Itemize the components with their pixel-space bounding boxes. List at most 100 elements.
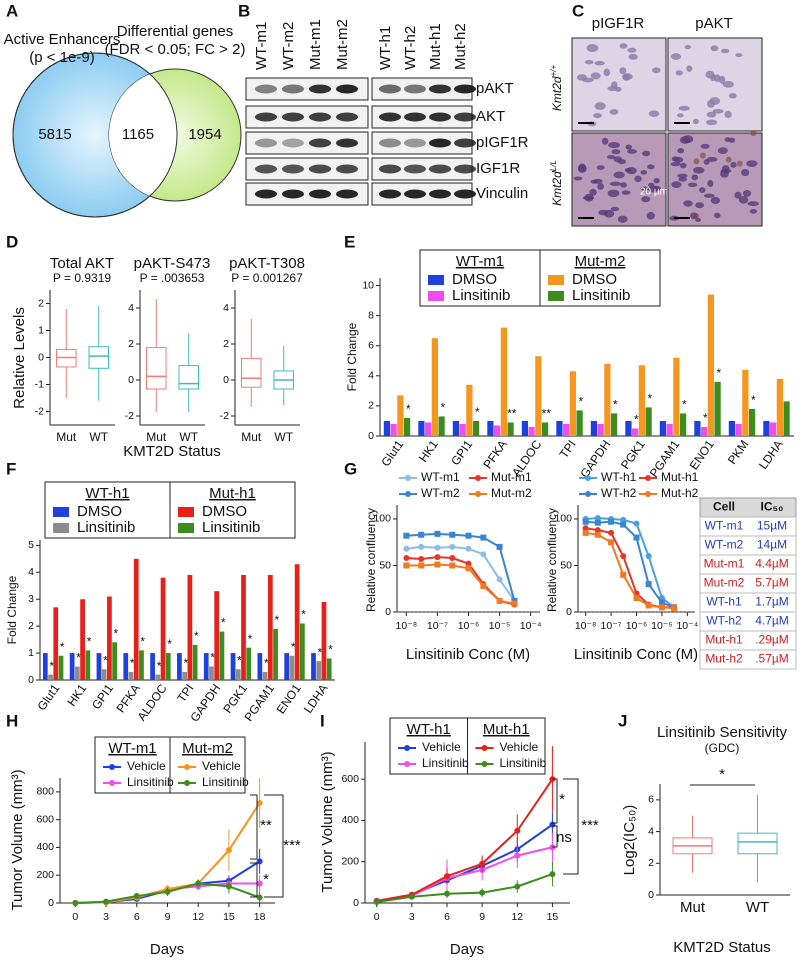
legend-label: DMSO xyxy=(572,271,617,288)
marker xyxy=(403,562,410,569)
blot-band xyxy=(282,84,304,94)
legend-swatch xyxy=(405,475,411,481)
panel-letter: B xyxy=(238,1,250,20)
y-tick-label: 0 xyxy=(38,351,44,363)
bar xyxy=(246,647,252,680)
nucleus xyxy=(601,137,609,145)
marker xyxy=(594,527,601,534)
significance: * xyxy=(751,393,756,407)
legend-label: DMSO xyxy=(202,503,247,520)
table-cell: WT-m1 xyxy=(705,519,744,533)
nucleus xyxy=(576,74,587,81)
x-tick-label: 10⁻⁷ xyxy=(601,620,622,632)
legend-swatch xyxy=(404,745,410,751)
bar xyxy=(507,422,514,436)
blot-band xyxy=(454,138,476,148)
x-tick-label: Glut1 xyxy=(378,437,406,469)
bar xyxy=(438,416,445,436)
marker xyxy=(608,529,615,536)
marker xyxy=(658,599,665,606)
nucleus xyxy=(705,70,715,79)
y-tick-label: -1 xyxy=(35,378,44,390)
y-tick-label: 600 xyxy=(36,813,54,825)
table-cell: WT-m2 xyxy=(705,538,744,552)
legend-swatch xyxy=(405,491,411,497)
x-tick-label: WT xyxy=(89,430,108,444)
y-tick-label: 8 xyxy=(368,309,374,321)
table-cell: 1.7µM xyxy=(755,595,789,609)
bar xyxy=(776,378,783,436)
nucleus xyxy=(742,189,752,197)
y-axis-label: Relative confluency xyxy=(545,508,559,612)
nucleus xyxy=(622,73,633,80)
marker xyxy=(449,531,456,538)
bar xyxy=(230,653,236,680)
bar xyxy=(214,591,220,680)
bar xyxy=(48,674,53,680)
marker xyxy=(434,530,441,537)
bar xyxy=(770,422,777,436)
nucleus xyxy=(624,167,632,173)
significance: * xyxy=(648,392,653,406)
bracket xyxy=(264,794,284,898)
bar xyxy=(735,423,742,436)
x-tick-label: Glut1 xyxy=(35,681,63,713)
blot-band xyxy=(404,189,426,199)
legend-group: WT-m1 xyxy=(108,740,156,757)
significance: * xyxy=(210,651,215,665)
y-axis-label: Relative Levels xyxy=(11,307,28,409)
bar xyxy=(219,631,225,680)
bar xyxy=(397,395,404,436)
bar xyxy=(783,401,790,436)
table-cell: Mut-h1 xyxy=(705,633,743,647)
series-line xyxy=(75,860,261,904)
significance: * xyxy=(264,656,269,670)
x-tick-label: 12 xyxy=(511,911,523,923)
bar xyxy=(267,575,273,680)
bar xyxy=(590,420,598,436)
ihc-column-label: pAKT xyxy=(695,15,733,32)
x-tick-label: 10⁻⁶ xyxy=(458,620,480,632)
nucleus xyxy=(620,182,627,188)
significance: * xyxy=(140,635,145,649)
bar xyxy=(390,423,397,436)
significance: *** xyxy=(581,817,599,834)
legend-swatch xyxy=(481,745,488,751)
blot-band xyxy=(336,138,358,148)
y-axis-label: Fold Change xyxy=(345,322,359,391)
nucleus xyxy=(621,190,631,195)
y-tick-label: 0 xyxy=(223,374,229,386)
y-tick-label: 6 xyxy=(368,339,374,351)
bar xyxy=(528,426,535,436)
bar xyxy=(500,327,507,436)
nucleus xyxy=(607,189,620,198)
lane-label: WT-m1 xyxy=(253,22,270,70)
table-cell: 4.4µM xyxy=(755,557,789,571)
nucleus xyxy=(749,209,758,214)
bar xyxy=(53,607,59,680)
x-axis-label: Linsitinib Conc (M) xyxy=(406,646,530,663)
legend-swatch xyxy=(53,507,69,517)
x-tick-label: Mut xyxy=(56,430,77,444)
nucleus xyxy=(653,177,660,184)
nucleus xyxy=(596,165,605,170)
y-tick-label: 2 xyxy=(648,857,654,869)
blot-band xyxy=(429,189,451,199)
marker xyxy=(434,554,441,561)
venn-count: 5815 xyxy=(38,126,71,143)
y-tick-label: 4 xyxy=(648,825,654,837)
bar xyxy=(284,653,290,680)
panel-letter: I xyxy=(320,711,325,730)
nucleus xyxy=(609,109,619,115)
bar xyxy=(203,653,209,680)
lane-label: Mut-h2 xyxy=(452,23,469,70)
legend-label: Mut-h1 xyxy=(661,470,699,484)
marker xyxy=(103,898,110,905)
marker xyxy=(418,531,425,538)
significance: * xyxy=(103,653,108,667)
significance: * xyxy=(291,640,296,654)
legend-label: DMSO xyxy=(77,503,122,520)
significance: * xyxy=(194,629,199,643)
y-tick-label: 5 xyxy=(28,539,34,551)
x-tick-label: 15 xyxy=(547,911,559,923)
